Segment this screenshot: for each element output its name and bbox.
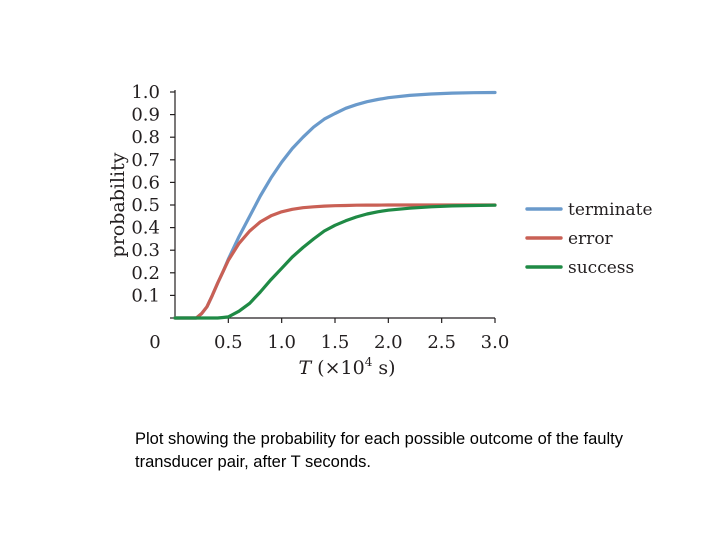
y-axis-label: probability [107, 152, 129, 257]
legend-label-terminate: terminate [568, 200, 653, 220]
legend-label-error: error [568, 229, 614, 249]
figure-caption: Plot showing the probability for each po… [135, 430, 623, 471]
legend: terminate error success [525, 200, 653, 278]
y-tick-label: 0.8 [131, 127, 160, 148]
x-tick-label: 1.5 [321, 332, 350, 353]
y-tick-label: 0.4 [131, 218, 160, 239]
series-lines [173, 90, 497, 320]
probability-line-chart: 0.10.20.30.40.50.60.70.80.91.0 0 0.5 1.0 1.… [107, 82, 653, 379]
y-tick-label: 0.2 [131, 263, 160, 284]
x-tick-label: 0.5 [214, 332, 243, 353]
y-axis-ticks: 0.10.20.30.40.50.60.70.80.91.0 [131, 82, 175, 306]
y-tick-label: 0.3 [131, 240, 160, 261]
y-tick-label: 0.5 [131, 195, 160, 216]
x-axis-label: T (×104 s) [298, 355, 395, 379]
x-tick-label: 2.5 [427, 332, 456, 353]
y-tick-label: 0.6 [131, 172, 160, 193]
x-axis-ticks: 0 0.5 1.0 1.5 2.0 2.5 3.0 [149, 318, 509, 353]
series-line-error [173, 203, 497, 320]
y-tick-label: 0.7 [131, 150, 160, 171]
x-tick-label: 3.0 [481, 332, 510, 353]
y-tick-label: 1.0 [131, 82, 160, 103]
x-tick-label: 2.0 [374, 332, 403, 353]
x-tick-label: 0 [149, 332, 160, 353]
x-tick-label: 1.0 [267, 332, 296, 353]
y-tick-label: 0.9 [131, 105, 160, 126]
series-line-success [173, 203, 497, 320]
legend-label-success: success [568, 258, 634, 278]
y-tick-label: 0.1 [131, 285, 160, 306]
